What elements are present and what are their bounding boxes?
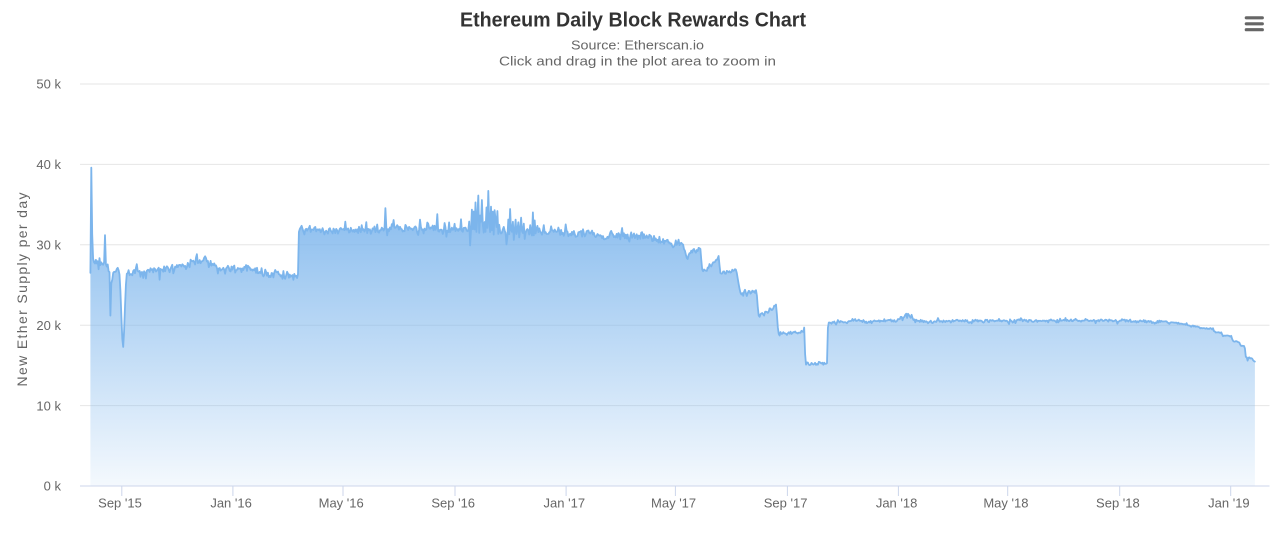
svg-text:40 k: 40 k xyxy=(36,157,61,172)
svg-text:Jan '17: Jan '17 xyxy=(544,496,586,511)
svg-text:May '18: May '18 xyxy=(983,496,1028,511)
svg-text:May '17: May '17 xyxy=(651,496,696,511)
svg-text:Click and drag in the plot are: Click and drag in the plot area to zoom … xyxy=(499,53,776,68)
svg-text:Sep '16: Sep '16 xyxy=(431,496,475,511)
svg-text:Sep '18: Sep '18 xyxy=(1096,496,1140,511)
svg-text:Jan '18: Jan '18 xyxy=(876,496,918,511)
svg-text:Jan '19: Jan '19 xyxy=(1208,496,1250,511)
svg-text:0 k: 0 k xyxy=(44,479,62,494)
svg-text:May '16: May '16 xyxy=(319,496,364,511)
svg-text:50 k: 50 k xyxy=(36,77,61,92)
svg-text:Jan '16: Jan '16 xyxy=(210,496,252,511)
svg-text:Sep '15: Sep '15 xyxy=(98,496,142,511)
svg-text:Ethereum Daily Block Rewards C: Ethereum Daily Block Rewards Chart xyxy=(460,10,806,32)
svg-text:Source: Etherscan.io: Source: Etherscan.io xyxy=(571,38,704,53)
svg-text:20 k: 20 k xyxy=(36,318,61,333)
svg-text:New Ether Supply per day: New Ether Supply per day xyxy=(14,193,30,387)
svg-text:30 k: 30 k xyxy=(36,238,61,253)
svg-text:10 k: 10 k xyxy=(36,398,61,413)
svg-text:Sep '17: Sep '17 xyxy=(764,496,808,511)
